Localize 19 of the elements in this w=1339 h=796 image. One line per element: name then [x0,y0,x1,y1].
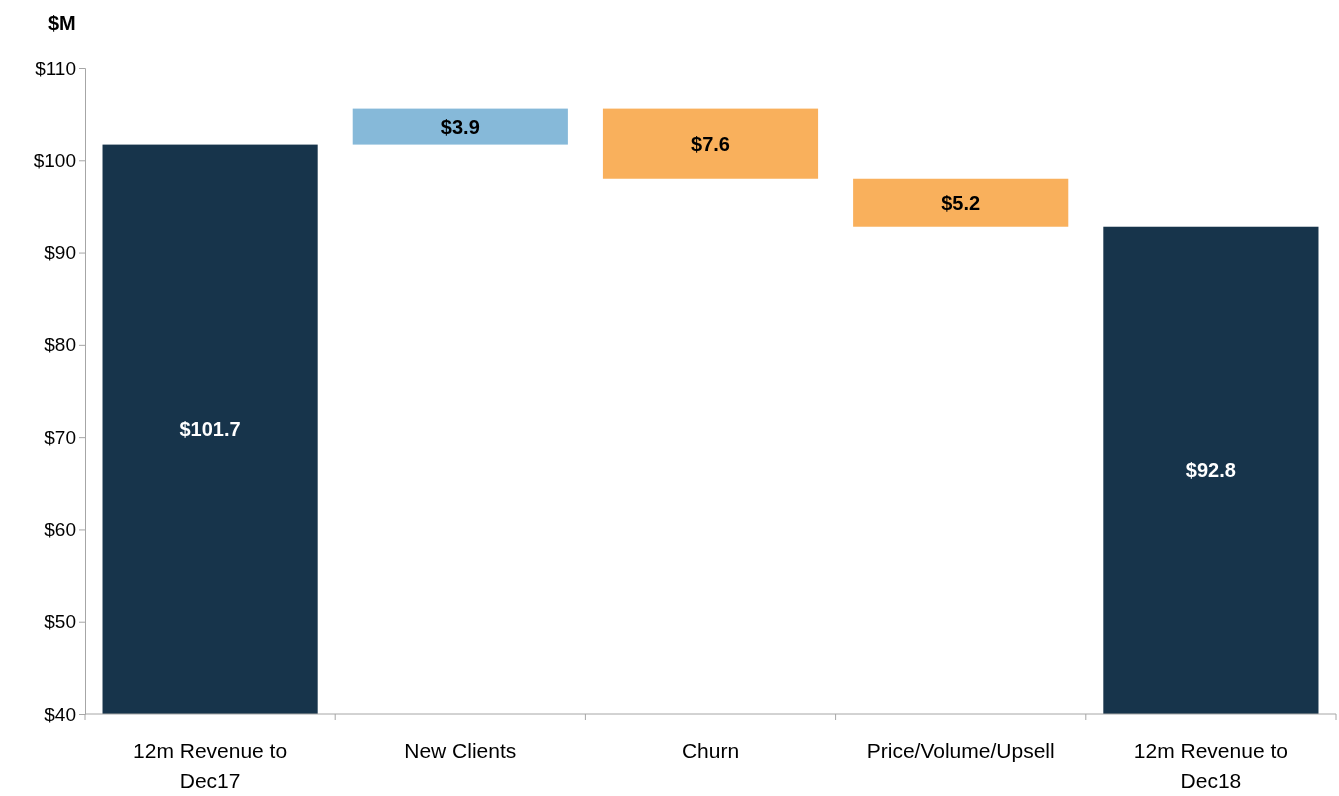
y-tick-label: $60 [44,519,76,541]
data-label: $7.6 [691,132,730,155]
y-tick-label: $90 [44,242,76,264]
y-tick-label: $50 [44,611,76,633]
data-label: $3.9 [440,115,480,138]
x-tick-label: New Clients [404,739,517,762]
y-tick-label: $40 [44,703,76,725]
data-label: $5.2 [941,191,981,214]
y-tick-label: $110 [35,57,76,79]
y-tick-label: $100 [33,149,76,171]
y-tick-label: $70 [44,426,76,448]
x-tick-label: Churn [681,739,740,762]
data-label: $92.8 [1185,459,1236,482]
y-tick-label: $80 [44,334,76,356]
x-tick-label: Price/Volume/Upsell [866,739,1055,762]
data-label: $101.7 [179,418,241,441]
x-tick-label: 12m Revenue to Dec18 [1133,739,1288,793]
y-axis-title: $M [48,12,76,34]
x-tick-label: 12m Revenue to Dec17 [133,739,288,793]
